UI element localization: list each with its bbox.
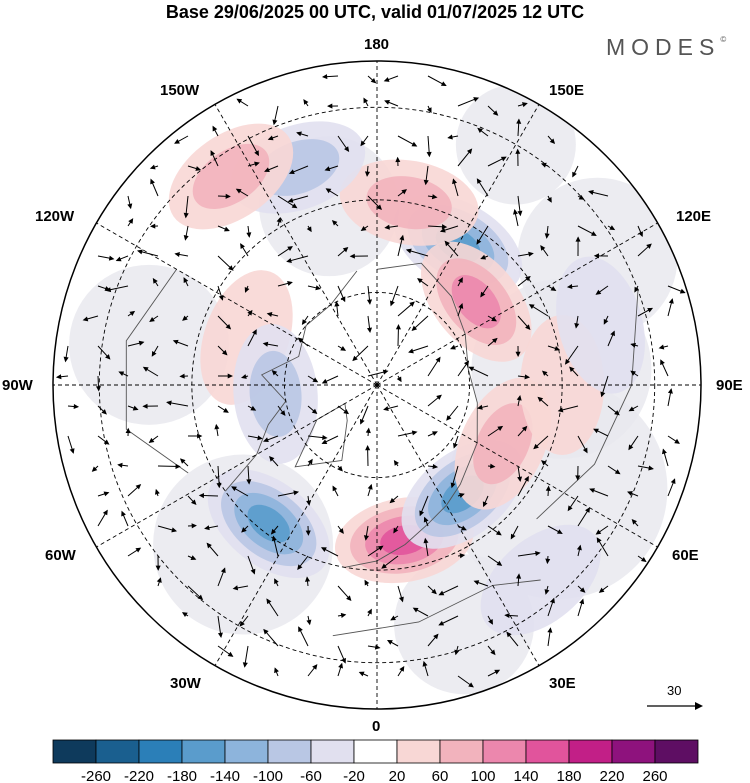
lon-label-0: 0 xyxy=(372,718,381,735)
lon-label-30e: 30E xyxy=(549,675,576,692)
lon-label-120w: 120W xyxy=(35,208,75,225)
map-border xyxy=(52,60,702,710)
lon-label-150w: 150W xyxy=(160,82,200,99)
colorbar-swatch xyxy=(353,739,398,764)
colorbar-swatch xyxy=(224,739,269,764)
colorbar-swatch xyxy=(181,739,226,764)
colorbar-tick-label: 140 xyxy=(513,768,538,783)
colorbar-swatch xyxy=(439,739,484,764)
colorbar-tick-label: -180 xyxy=(167,768,197,783)
lon-label-180: 180 xyxy=(364,36,390,53)
map-disc xyxy=(53,61,701,709)
colorbar-swatch xyxy=(310,739,355,764)
lon-label-90w: 90W xyxy=(2,377,33,394)
colorbar-swatch xyxy=(654,739,699,764)
lon-label-30w: 30W xyxy=(170,675,201,692)
brand-logo: MODES© xyxy=(606,34,726,61)
colorbar-swatch xyxy=(568,739,613,764)
weak-anomaly-area xyxy=(455,84,576,205)
lon-label-60e: 60E xyxy=(672,547,699,564)
colorbar-tick-label: -260 xyxy=(81,768,111,783)
colorbar-swatch xyxy=(525,739,570,764)
colorbar-swatch xyxy=(138,739,183,764)
brand-mark: © xyxy=(720,35,727,45)
lon-label-120e: 120E xyxy=(676,208,712,225)
colorbar-tick-label: 260 xyxy=(642,768,667,783)
colorbar-swatch xyxy=(95,739,140,764)
anomaly-neg-hudson xyxy=(233,324,318,464)
anomaly-pos-east-siberia xyxy=(420,241,532,362)
anomaly-neg-north-atlantic xyxy=(207,469,330,578)
colorbar-tick-label: 60 xyxy=(432,768,449,783)
colorbar-swatch xyxy=(611,739,656,764)
colorbar-swatch xyxy=(396,739,441,764)
colorbar-tick-label: 180 xyxy=(556,768,581,783)
anomaly-neg-med xyxy=(480,524,601,636)
anomaly-neg-china xyxy=(556,256,645,394)
lon-label-60w: 60W xyxy=(45,547,76,564)
brand-name: MODES xyxy=(606,34,721,60)
lon-label-90e: 90E xyxy=(716,377,743,394)
colorbar-tick-label: -220 xyxy=(124,768,154,783)
colorbar-tick-label: 100 xyxy=(470,768,495,783)
colorbar-swatch xyxy=(267,739,312,764)
colorbar-tick-label: -140 xyxy=(210,768,240,783)
map-title: Base 29/06/2025 00 UTC, valid 01/07/2025… xyxy=(165,2,585,22)
colorbar-swatch xyxy=(52,739,97,764)
colorbar-tick-label: -60 xyxy=(300,768,322,783)
reference-vector: 30 xyxy=(647,683,703,710)
lon-label-150e: 150E xyxy=(549,82,585,99)
reference-vector-label: 30 xyxy=(667,683,681,698)
colorbar-tick-label: 20 xyxy=(389,768,406,783)
colorbar-swatch xyxy=(482,739,527,764)
coastlines xyxy=(125,262,639,637)
anomaly-pos-npacific xyxy=(168,123,294,230)
wind-vectors xyxy=(55,74,686,688)
colorbar-tick-label: -20 xyxy=(343,768,365,783)
colorbar-tick-label: -100 xyxy=(253,768,283,783)
graticule xyxy=(53,61,701,709)
colorbar-tick-label: 220 xyxy=(599,768,624,783)
